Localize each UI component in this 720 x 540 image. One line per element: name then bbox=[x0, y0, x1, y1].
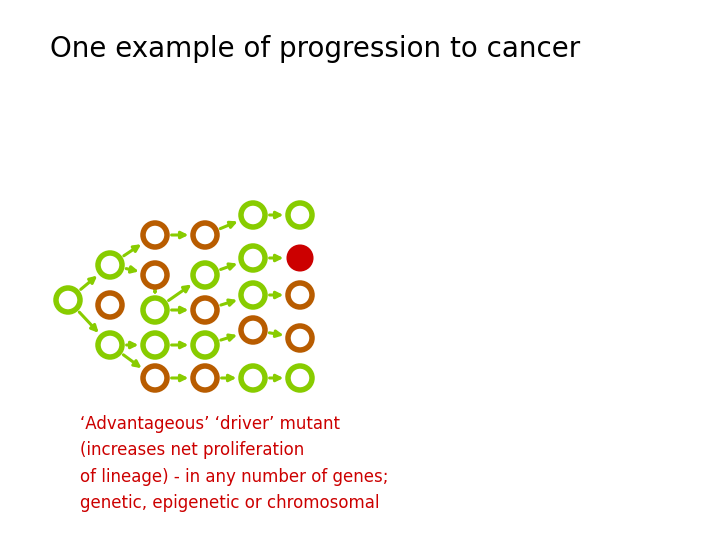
Circle shape bbox=[193, 366, 217, 390]
Circle shape bbox=[288, 246, 312, 270]
Text: One example of progression to cancer: One example of progression to cancer bbox=[50, 35, 580, 63]
Circle shape bbox=[241, 318, 265, 342]
Circle shape bbox=[288, 283, 312, 307]
Circle shape bbox=[288, 326, 312, 350]
Circle shape bbox=[98, 333, 122, 357]
Circle shape bbox=[241, 283, 265, 307]
Circle shape bbox=[193, 298, 217, 322]
Circle shape bbox=[241, 246, 265, 270]
Circle shape bbox=[56, 288, 80, 312]
Circle shape bbox=[98, 293, 122, 317]
Circle shape bbox=[143, 333, 167, 357]
Circle shape bbox=[143, 263, 167, 287]
Circle shape bbox=[143, 366, 167, 390]
Circle shape bbox=[193, 333, 217, 357]
Circle shape bbox=[288, 203, 312, 227]
Circle shape bbox=[98, 253, 122, 277]
Circle shape bbox=[193, 263, 217, 287]
Circle shape bbox=[143, 223, 167, 247]
Circle shape bbox=[193, 223, 217, 247]
Circle shape bbox=[143, 298, 167, 322]
Circle shape bbox=[288, 366, 312, 390]
Text: ‘Advantageous’ ‘driver’ mutant
(increases net proliferation
of lineage) - in any: ‘Advantageous’ ‘driver’ mutant (increase… bbox=[80, 415, 389, 512]
Circle shape bbox=[241, 203, 265, 227]
Circle shape bbox=[241, 366, 265, 390]
